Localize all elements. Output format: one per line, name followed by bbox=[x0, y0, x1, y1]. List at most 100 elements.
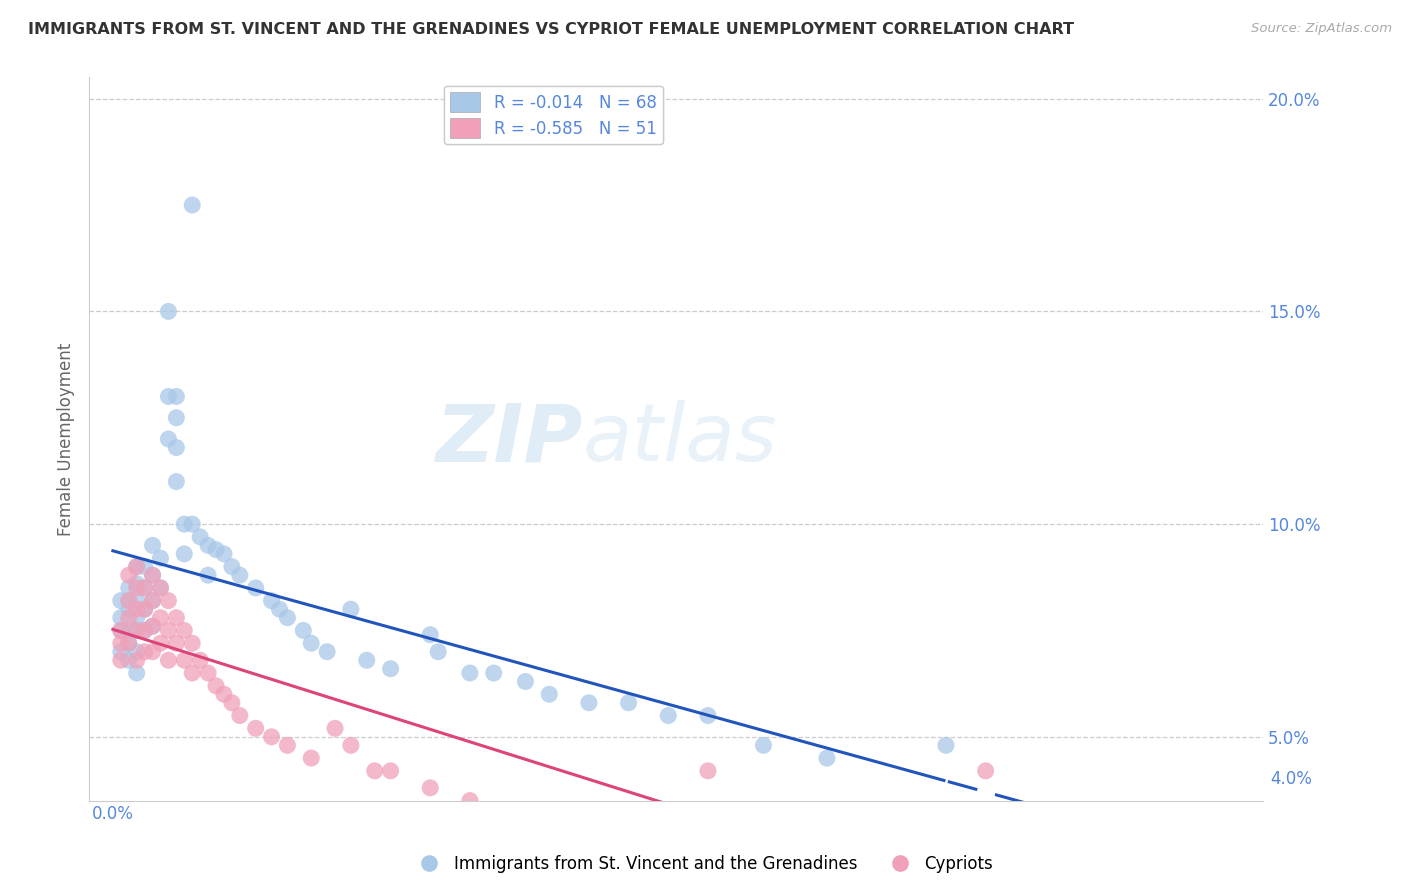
Point bbox=[125, 610, 148, 624]
Point bbox=[118, 581, 141, 595]
Point bbox=[269, 602, 291, 616]
Point bbox=[125, 645, 148, 659]
Point bbox=[458, 665, 481, 680]
Point bbox=[134, 624, 156, 638]
Point bbox=[657, 708, 679, 723]
Point bbox=[157, 304, 180, 318]
Point bbox=[245, 581, 267, 595]
Point bbox=[110, 624, 132, 638]
Point bbox=[125, 624, 148, 638]
Point bbox=[118, 624, 141, 638]
Point bbox=[157, 624, 180, 638]
Point bbox=[212, 547, 235, 561]
Point bbox=[157, 593, 180, 607]
Point bbox=[165, 441, 187, 455]
Point bbox=[323, 721, 346, 735]
Legend: R = -0.014   N = 68, R = -0.585   N = 51: R = -0.014 N = 68, R = -0.585 N = 51 bbox=[444, 86, 664, 145]
Point bbox=[125, 665, 148, 680]
Point bbox=[118, 636, 141, 650]
Point bbox=[157, 653, 180, 667]
Point bbox=[356, 653, 378, 667]
Point bbox=[380, 764, 402, 778]
Point bbox=[197, 665, 219, 680]
Point bbox=[165, 410, 187, 425]
Point bbox=[276, 739, 298, 753]
Point bbox=[149, 581, 172, 595]
Point bbox=[165, 389, 187, 403]
Point bbox=[974, 764, 997, 778]
Point bbox=[165, 475, 187, 489]
Point bbox=[110, 624, 132, 638]
Point bbox=[118, 636, 141, 650]
Point bbox=[205, 679, 228, 693]
Point bbox=[316, 645, 339, 659]
Point bbox=[125, 559, 148, 574]
Point bbox=[165, 636, 187, 650]
Point bbox=[110, 593, 132, 607]
Point bbox=[205, 542, 228, 557]
Point bbox=[299, 636, 322, 650]
Point bbox=[188, 653, 211, 667]
Point bbox=[419, 780, 441, 795]
Point bbox=[197, 538, 219, 552]
Point bbox=[380, 662, 402, 676]
Point bbox=[173, 547, 195, 561]
Point bbox=[125, 624, 148, 638]
Point bbox=[149, 610, 172, 624]
Point bbox=[141, 568, 163, 582]
Point bbox=[458, 794, 481, 808]
Point bbox=[134, 581, 156, 595]
Point bbox=[118, 568, 141, 582]
Point bbox=[125, 602, 148, 616]
Point bbox=[165, 610, 187, 624]
Point bbox=[482, 665, 505, 680]
Point bbox=[149, 636, 172, 650]
Point bbox=[364, 764, 387, 778]
Point bbox=[815, 751, 838, 765]
Point bbox=[141, 645, 163, 659]
Point bbox=[141, 593, 163, 607]
Point bbox=[149, 551, 172, 566]
Point bbox=[181, 665, 204, 680]
Point bbox=[110, 636, 132, 650]
Point bbox=[181, 636, 204, 650]
Point bbox=[141, 568, 163, 582]
Point bbox=[157, 432, 180, 446]
Point bbox=[157, 389, 180, 403]
Point bbox=[260, 730, 283, 744]
Point bbox=[118, 593, 141, 607]
Point bbox=[697, 708, 720, 723]
Legend: Immigrants from St. Vincent and the Grenadines, Cypriots: Immigrants from St. Vincent and the Gren… bbox=[406, 848, 1000, 880]
Point bbox=[118, 653, 141, 667]
Text: IMMIGRANTS FROM ST. VINCENT AND THE GRENADINES VS CYPRIOT FEMALE UNEMPLOYMENT CO: IMMIGRANTS FROM ST. VINCENT AND THE GREN… bbox=[28, 22, 1074, 37]
Point bbox=[110, 610, 132, 624]
Point bbox=[134, 624, 156, 638]
Point bbox=[173, 624, 195, 638]
Point bbox=[181, 198, 204, 212]
Point bbox=[173, 653, 195, 667]
Point bbox=[276, 610, 298, 624]
Text: ZIP: ZIP bbox=[434, 400, 582, 478]
Text: Source: ZipAtlas.com: Source: ZipAtlas.com bbox=[1251, 22, 1392, 36]
Point bbox=[221, 696, 243, 710]
Point bbox=[617, 696, 640, 710]
Point bbox=[134, 559, 156, 574]
Point bbox=[229, 568, 252, 582]
Point bbox=[110, 653, 132, 667]
Point bbox=[118, 593, 141, 607]
Point bbox=[221, 559, 243, 574]
Point bbox=[752, 739, 775, 753]
Point bbox=[578, 696, 600, 710]
Point bbox=[134, 602, 156, 616]
Point bbox=[292, 624, 315, 638]
Point bbox=[125, 593, 148, 607]
Point bbox=[125, 576, 148, 591]
Point bbox=[935, 739, 957, 753]
Point bbox=[515, 674, 537, 689]
Point bbox=[188, 530, 211, 544]
Point bbox=[141, 538, 163, 552]
Point bbox=[181, 517, 204, 532]
Point bbox=[141, 593, 163, 607]
Point bbox=[340, 739, 363, 753]
Text: 4.0%: 4.0% bbox=[1270, 771, 1312, 789]
